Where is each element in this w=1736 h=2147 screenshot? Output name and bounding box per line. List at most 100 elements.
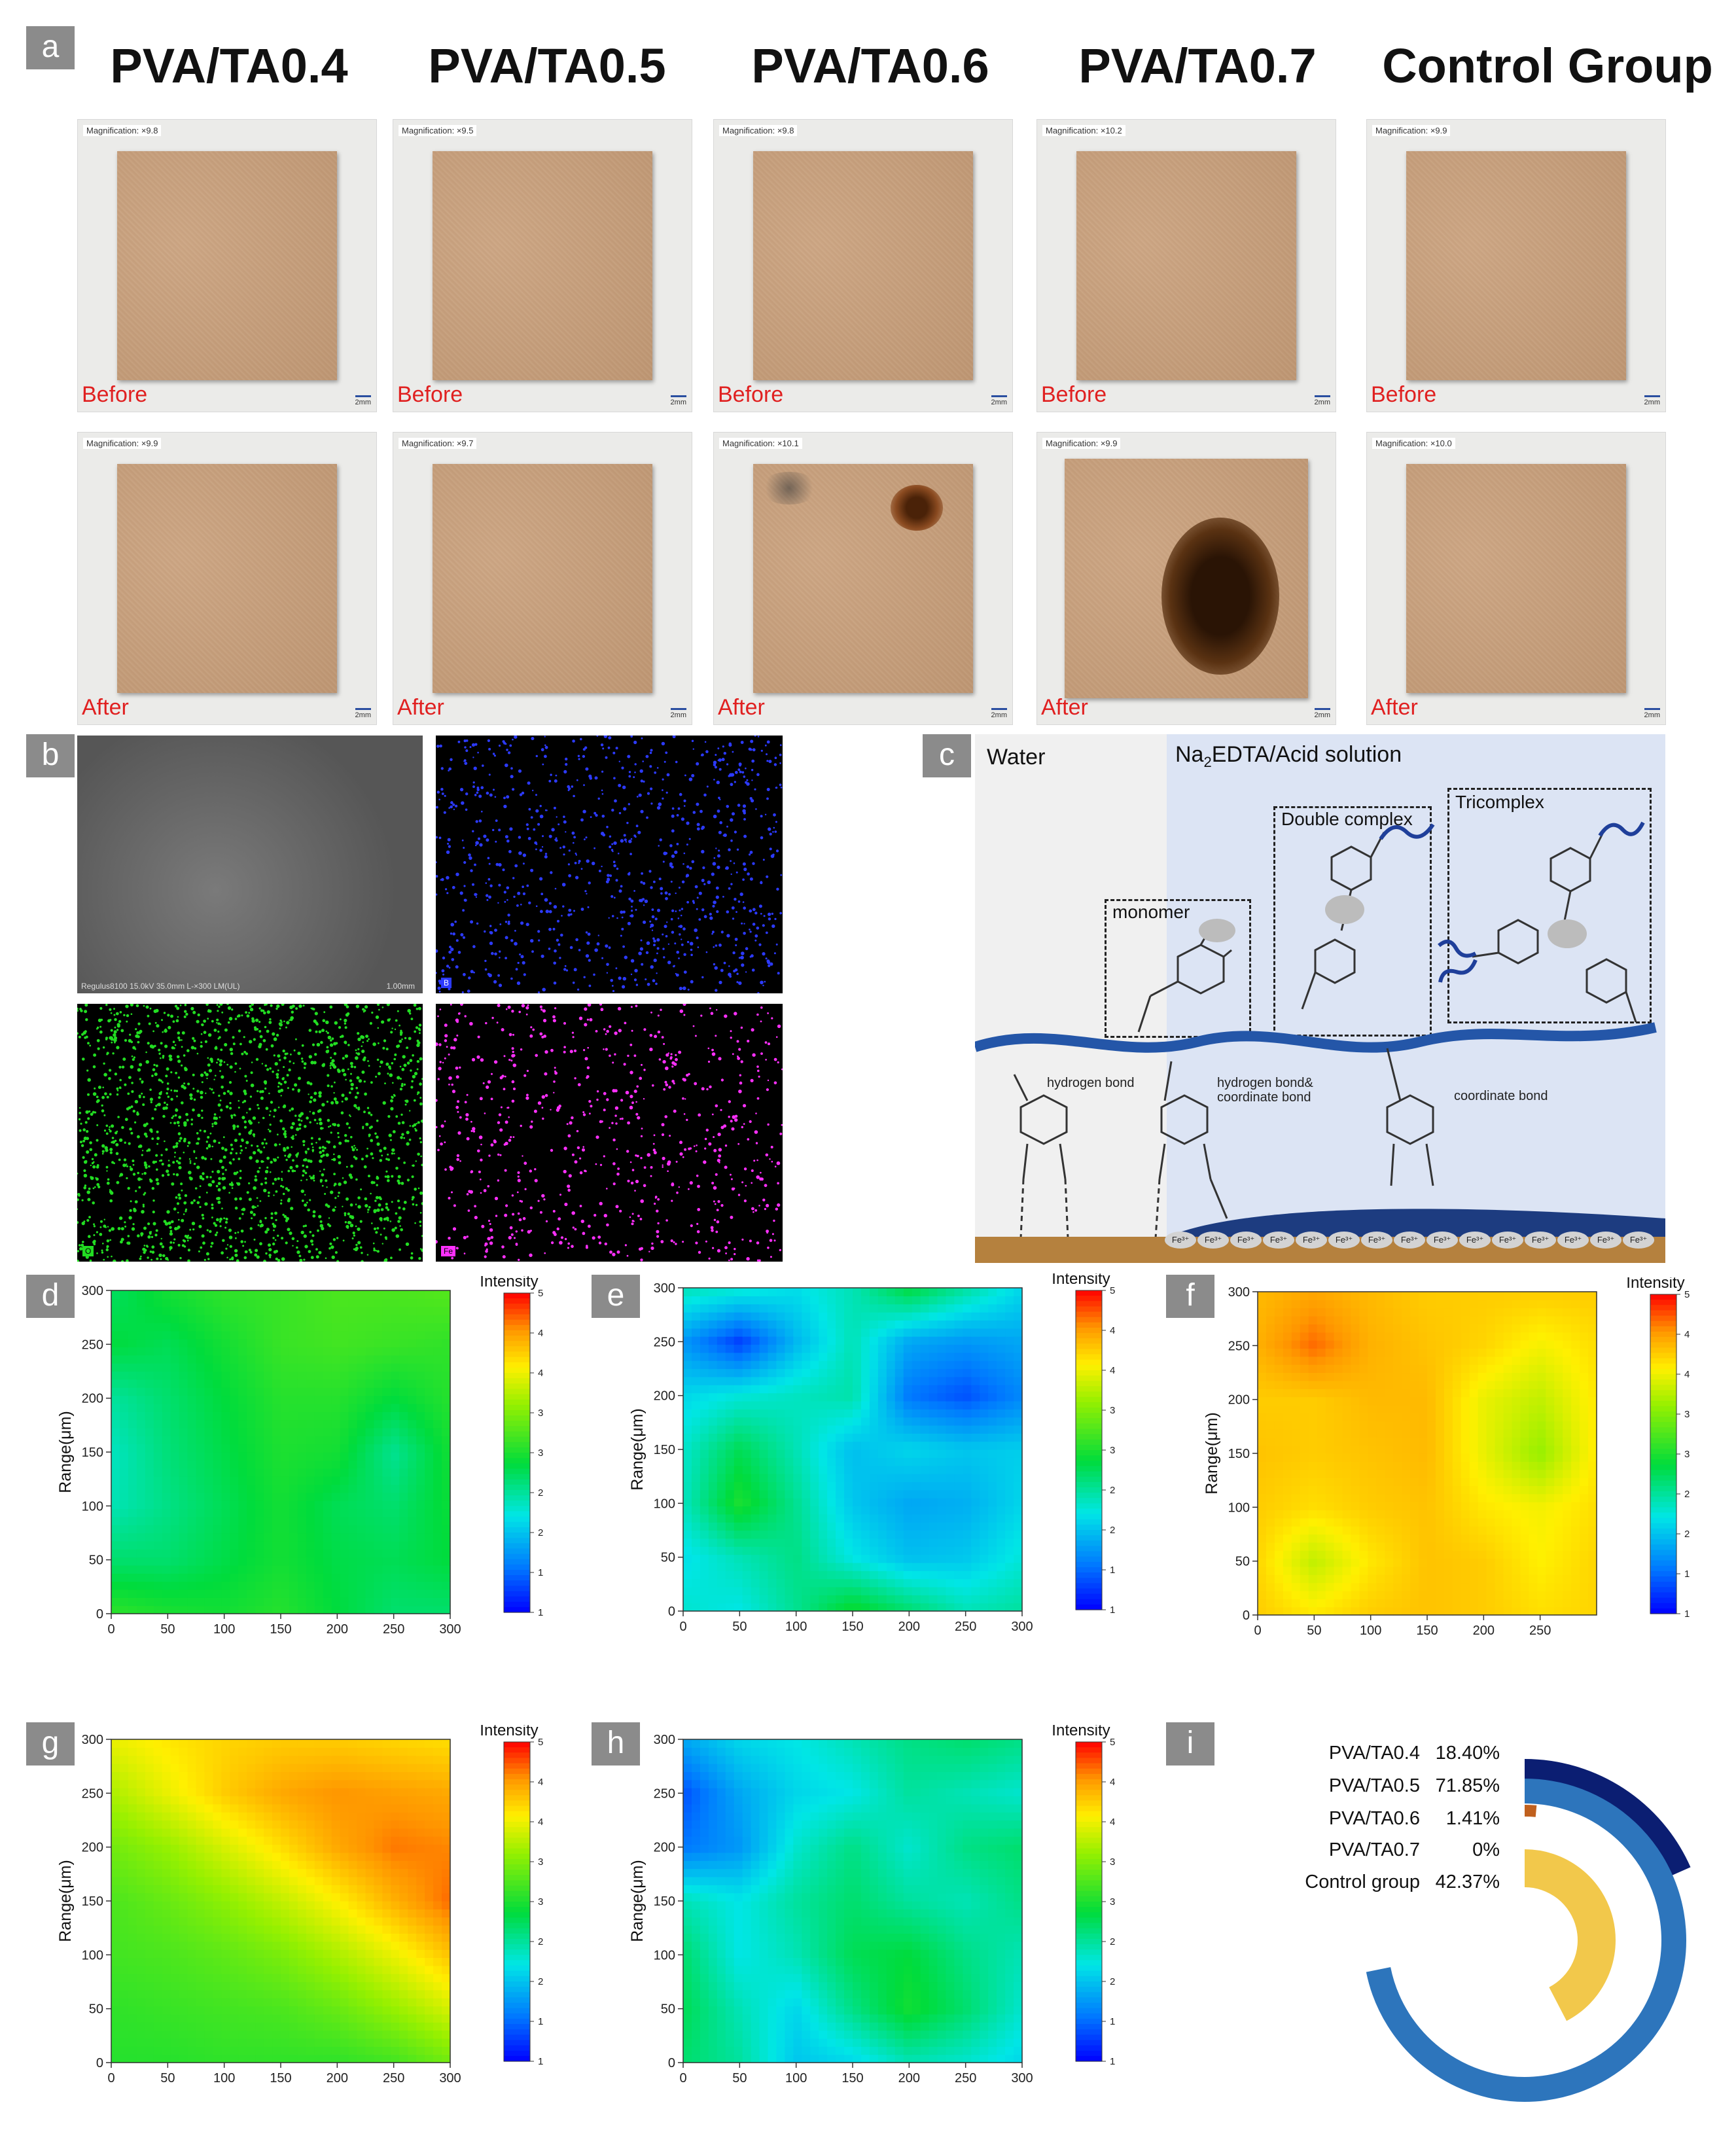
eds-dot bbox=[155, 1064, 158, 1067]
eds-dot bbox=[253, 1213, 256, 1216]
heatmap-cell bbox=[442, 1565, 451, 1574]
eds-dot bbox=[627, 1179, 630, 1182]
eds-dot bbox=[523, 973, 526, 976]
heatmap-cell bbox=[306, 1387, 315, 1396]
eds-dot bbox=[415, 1203, 418, 1207]
heatmap-cell bbox=[433, 1339, 442, 1348]
eds-dot bbox=[701, 908, 705, 912]
heatmap-cell bbox=[247, 1460, 256, 1469]
heatmap-cell bbox=[153, 1533, 163, 1542]
eds-dot bbox=[166, 1092, 168, 1095]
eds-dot bbox=[495, 1215, 498, 1217]
eds-dot bbox=[105, 1038, 108, 1040]
heatmap-cell bbox=[348, 1363, 358, 1372]
heatmap-cell bbox=[153, 1589, 163, 1598]
eds-dot bbox=[531, 1120, 533, 1123]
eds-dot bbox=[219, 1220, 222, 1223]
heatmap-cell bbox=[331, 1330, 341, 1340]
eds-map-boron: B bbox=[436, 736, 783, 993]
heatmap-cell bbox=[314, 1322, 324, 1332]
heatmap-cell bbox=[340, 1460, 349, 1469]
eds-dot bbox=[510, 767, 513, 770]
eds-dot bbox=[552, 1210, 556, 1213]
eds-dot bbox=[344, 1018, 347, 1023]
eds-dot bbox=[525, 823, 529, 826]
eds-dot bbox=[477, 1149, 480, 1153]
eds-dot bbox=[384, 1082, 386, 1084]
eds-dot bbox=[151, 1235, 154, 1238]
heatmap-cell bbox=[433, 1540, 442, 1550]
sample-photo-before: Magnification: ×9.9 Before 2mm bbox=[1366, 119, 1666, 412]
heatmap-cell bbox=[111, 1395, 120, 1404]
eds-dot bbox=[657, 1222, 660, 1225]
eds-dot bbox=[495, 862, 499, 866]
heatmap-cell bbox=[408, 1379, 417, 1388]
eds-dot bbox=[373, 1227, 377, 1230]
eds-dot bbox=[449, 946, 452, 948]
heatmap-cell bbox=[408, 1419, 417, 1428]
eds-dot bbox=[548, 927, 552, 931]
eds-dot bbox=[622, 945, 625, 948]
eds-dot bbox=[705, 951, 708, 953]
eds-dot bbox=[542, 987, 546, 992]
heatmap-cell bbox=[314, 1557, 324, 1566]
eds-dot bbox=[734, 1012, 737, 1016]
heatmap-cell bbox=[111, 1557, 120, 1566]
eds-dot bbox=[99, 1086, 101, 1089]
eds-dot bbox=[779, 912, 783, 915]
eds-dot bbox=[580, 868, 583, 870]
eds-dot bbox=[673, 965, 675, 968]
eds-dot bbox=[198, 1250, 200, 1252]
eds-dot bbox=[155, 1008, 159, 1013]
eds-dot bbox=[606, 1098, 609, 1101]
eds-dot bbox=[349, 1175, 353, 1179]
eds-dot bbox=[720, 1109, 722, 1111]
eds-dot bbox=[662, 1164, 664, 1166]
eds-dot bbox=[535, 905, 538, 908]
heatmap-cell bbox=[213, 1371, 222, 1380]
eds-dot bbox=[630, 1006, 633, 1008]
eds-dot bbox=[487, 739, 490, 742]
eds-dot bbox=[115, 1143, 119, 1146]
heatmap-cell bbox=[128, 1508, 137, 1517]
eds-dot bbox=[391, 1027, 393, 1029]
heatmap-cell bbox=[111, 1533, 120, 1542]
eds-dot bbox=[215, 1233, 217, 1237]
eds-dot bbox=[728, 1116, 730, 1118]
heatmap-cell bbox=[323, 1597, 332, 1606]
sem-image: Regulus8100 15.0kV 35.0mm L-×300 LM(UL) … bbox=[77, 736, 423, 993]
eds-dot bbox=[720, 1126, 724, 1129]
eds-dot bbox=[696, 1175, 699, 1177]
eds-dot bbox=[617, 1006, 622, 1011]
heatmap-cell bbox=[399, 1427, 408, 1436]
eds-dot bbox=[607, 746, 611, 749]
heatmap-cell bbox=[433, 1581, 442, 1590]
heatmap-cell bbox=[323, 1339, 332, 1348]
heatmap-cell bbox=[230, 1403, 239, 1412]
eds-dot bbox=[419, 1212, 422, 1214]
eds-dot bbox=[291, 1122, 295, 1126]
eds-dot bbox=[452, 803, 455, 806]
eds-dot bbox=[406, 1046, 409, 1049]
eds-dot bbox=[616, 867, 619, 870]
heatmap-cell bbox=[340, 1387, 349, 1396]
before-label: Before bbox=[82, 382, 148, 407]
eds-dot bbox=[584, 838, 586, 841]
eds-dot bbox=[387, 1153, 389, 1156]
eds-dot bbox=[755, 1112, 757, 1114]
eds-dot bbox=[715, 886, 719, 890]
heatmap-cell bbox=[425, 1347, 434, 1356]
eds-dot bbox=[717, 865, 720, 869]
heatmap-cell bbox=[230, 1605, 239, 1614]
heatmap-cell bbox=[272, 1557, 281, 1566]
eds-dot bbox=[219, 1004, 223, 1006]
heatmap-cell bbox=[162, 1589, 171, 1598]
heatmap-cell bbox=[238, 1460, 247, 1469]
heatmap-cell bbox=[281, 1363, 290, 1372]
heatmap-cell bbox=[382, 1379, 391, 1388]
eds-dot bbox=[84, 1121, 88, 1124]
eds-dot bbox=[510, 775, 514, 779]
eds-dot bbox=[635, 984, 639, 986]
eds-dot bbox=[488, 973, 492, 978]
heatmap-cell bbox=[382, 1444, 391, 1453]
